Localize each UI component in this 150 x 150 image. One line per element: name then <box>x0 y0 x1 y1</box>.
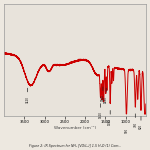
X-axis label: Wavenumber (cm⁻¹): Wavenumber (cm⁻¹) <box>54 126 96 130</box>
Text: 620: 620 <box>139 124 143 129</box>
Text: 1480: 1480 <box>104 96 108 103</box>
Text: 3420: 3420 <box>26 96 30 103</box>
Text: 1560: 1560 <box>101 95 105 101</box>
Text: 980: 980 <box>124 128 128 134</box>
Text: Figure 2: IR Spectrum for NH₄ [VO(L₁)] 1.5 H₂O (1) Com...: Figure 2: IR Spectrum for NH₄ [VO(L₁)] 1… <box>29 144 121 148</box>
Text: 760: 760 <box>133 122 137 127</box>
Text: 1620: 1620 <box>99 111 102 118</box>
Text: 1380: 1380 <box>108 118 112 125</box>
